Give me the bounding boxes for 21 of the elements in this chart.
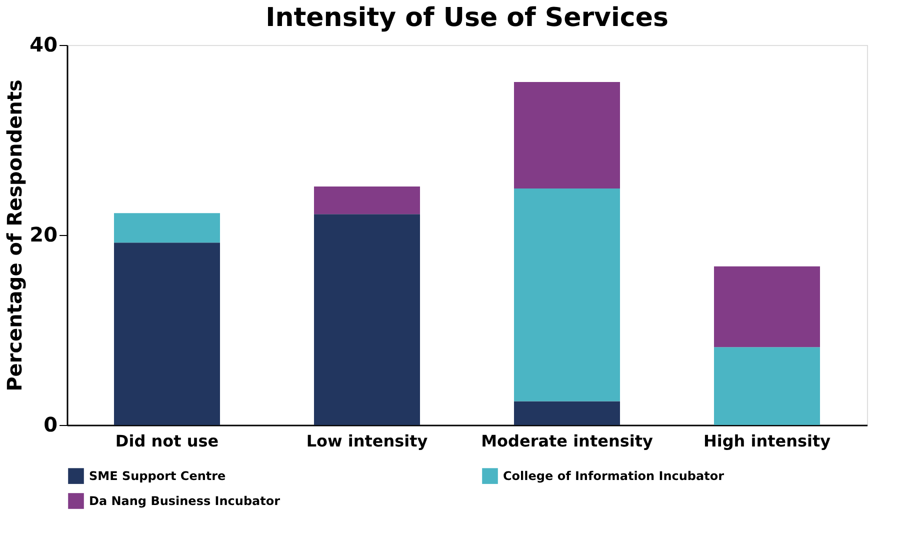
bar bbox=[714, 266, 820, 348]
chart-title: Intensity of Use of Services bbox=[266, 3, 668, 33]
bar bbox=[714, 347, 820, 425]
bar bbox=[114, 213, 220, 243]
legend-label: Da Nang Business Incubator bbox=[89, 494, 280, 508]
x-tick-label: Moderate intensity bbox=[481, 432, 654, 450]
y-tick-label: 20 bbox=[30, 222, 58, 246]
legend-label: College of Information Incubator bbox=[503, 469, 724, 484]
y-tick-label: 40 bbox=[30, 32, 58, 56]
x-tick-label: Did not use bbox=[115, 432, 219, 450]
y-axis-title: Percentage of Respondents bbox=[2, 80, 27, 392]
y-tick-label: 0 bbox=[44, 412, 58, 436]
bar bbox=[514, 188, 620, 402]
x-tick-label: High intensity bbox=[703, 432, 832, 450]
bar bbox=[514, 401, 620, 425]
bar bbox=[114, 242, 220, 425]
bar bbox=[514, 82, 620, 188]
x-tick-label: Low intensity bbox=[306, 432, 428, 450]
legend-label: SME Support Centre bbox=[89, 469, 226, 484]
bar bbox=[314, 186, 420, 214]
bar bbox=[314, 214, 420, 425]
